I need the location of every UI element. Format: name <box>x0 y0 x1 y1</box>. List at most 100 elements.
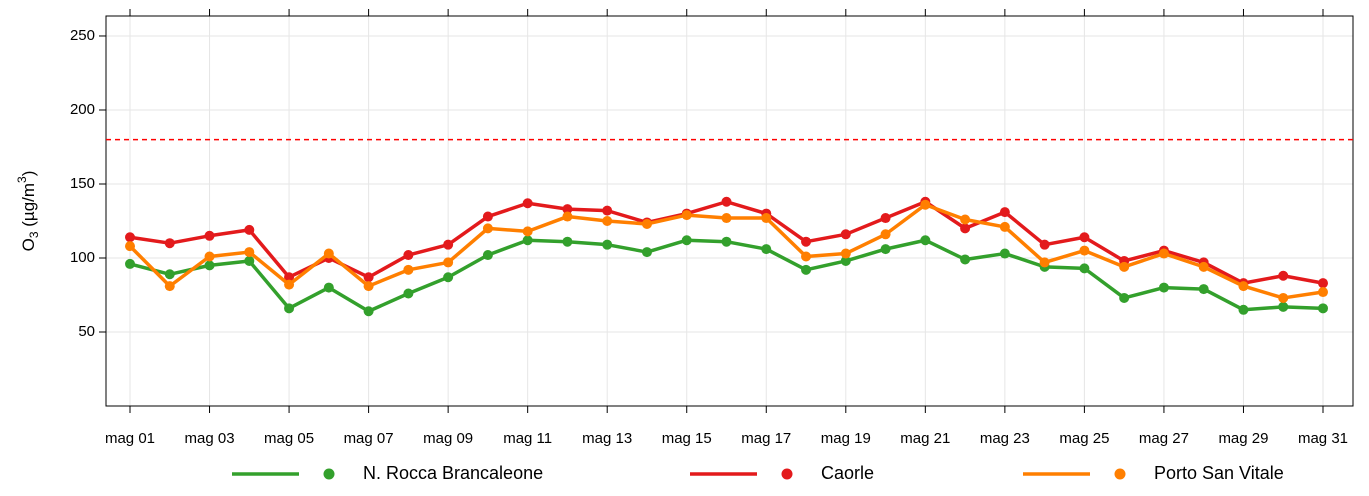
data-point <box>1238 281 1249 292</box>
data-point <box>920 235 931 246</box>
data-point <box>244 224 255 235</box>
x-tick-label: mag 25 <box>1059 430 1109 447</box>
data-point <box>562 236 573 247</box>
x-tick-label: mag 01 <box>105 430 155 447</box>
data-point <box>284 279 295 290</box>
data-point <box>562 211 573 222</box>
data-point <box>880 213 891 224</box>
data-point <box>164 269 175 280</box>
plot-frame <box>105 15 1354 407</box>
data-point <box>1198 284 1209 295</box>
data-point <box>125 232 135 243</box>
data-point <box>244 255 255 266</box>
x-tick-label: mag 11 <box>503 430 552 447</box>
data-point <box>721 213 732 224</box>
data-point <box>323 282 334 293</box>
y-tick-label: 100 <box>70 249 95 266</box>
data-point <box>1198 261 1209 272</box>
x-tick-label: mag 05 <box>264 430 314 447</box>
x-tick-label: mag 19 <box>821 430 871 447</box>
data-point <box>1039 239 1050 250</box>
legend-label: N. Rocca Brancaleone <box>363 463 543 483</box>
data-point <box>960 254 971 265</box>
y-tick-label: 200 <box>70 101 95 118</box>
data-point <box>204 260 215 271</box>
data-point <box>522 198 533 209</box>
data-point <box>482 211 493 222</box>
legend-label: Caorle <box>821 463 874 483</box>
data-point <box>284 303 295 314</box>
data-point <box>602 205 613 216</box>
x-tick-label: mag 29 <box>1218 430 1268 447</box>
data-point <box>443 239 454 250</box>
data-point <box>482 223 493 234</box>
data-point <box>125 241 135 252</box>
x-tick-label: mag 27 <box>1139 430 1189 447</box>
data-point <box>284 272 295 283</box>
data-point <box>125 258 135 269</box>
data-point <box>403 288 414 299</box>
legend-marker <box>323 468 335 480</box>
data-point <box>1278 292 1289 303</box>
data-point <box>960 223 971 234</box>
x-tick-label: mag 23 <box>980 430 1030 447</box>
data-point <box>363 306 374 317</box>
data-point <box>1119 292 1130 303</box>
data-point <box>880 244 891 255</box>
data-point <box>840 255 851 266</box>
data-point <box>363 281 374 292</box>
data-point <box>1278 270 1289 281</box>
y-tick-label: 250 <box>70 27 95 44</box>
x-tick-label: mag 13 <box>582 430 632 447</box>
data-point <box>761 213 772 224</box>
data-point <box>204 230 215 241</box>
x-tick-label: mag 21 <box>900 430 950 447</box>
data-point <box>1318 278 1328 289</box>
data-point <box>204 251 215 262</box>
data-point <box>721 236 732 247</box>
data-point <box>482 250 493 261</box>
data-point <box>1318 287 1328 298</box>
data-point <box>1158 282 1169 293</box>
data-point <box>562 204 573 215</box>
data-point <box>602 215 613 226</box>
series-line <box>129 238 1324 314</box>
x-tick-label: mag 03 <box>185 430 235 447</box>
data-point <box>403 264 414 275</box>
data-point <box>1278 301 1289 312</box>
data-point <box>801 236 812 247</box>
legend-label: Porto San Vitale <box>1154 463 1284 483</box>
data-point <box>244 247 255 258</box>
data-point <box>164 238 175 249</box>
legend-marker <box>781 468 793 480</box>
data-point <box>920 199 931 210</box>
data-point <box>602 239 613 250</box>
x-tick-label: mag 07 <box>344 430 394 447</box>
data-point <box>681 210 692 221</box>
legend-marker <box>1114 468 1126 480</box>
data-point <box>164 281 175 292</box>
data-point <box>522 235 533 246</box>
data-point <box>999 207 1010 218</box>
data-point <box>880 229 891 240</box>
data-point <box>721 196 732 207</box>
data-point <box>999 248 1010 259</box>
data-point <box>1079 232 1090 243</box>
x-tick-label: mag 31 <box>1298 430 1348 447</box>
data-point <box>960 214 971 225</box>
y-tick-label: 50 <box>78 323 95 340</box>
data-point <box>641 247 652 258</box>
data-point <box>1318 303 1328 314</box>
data-point <box>443 272 454 283</box>
data-point <box>1238 304 1249 315</box>
x-tick-label: mag 15 <box>662 430 712 447</box>
data-point <box>641 218 652 229</box>
data-point <box>840 229 851 240</box>
data-point <box>1119 261 1130 272</box>
x-tick-label: mag 17 <box>741 430 791 447</box>
data-point <box>1079 263 1090 274</box>
data-point <box>443 257 454 268</box>
y-axis-label: O3 (µg/m3) <box>15 171 41 252</box>
data-point <box>403 250 414 261</box>
